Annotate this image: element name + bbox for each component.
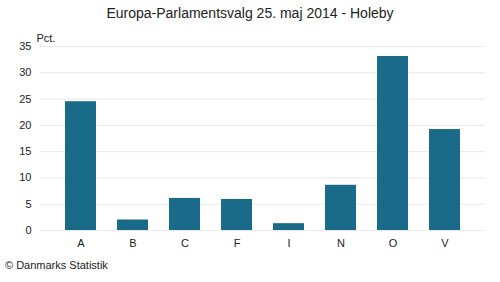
svg-text:20: 20 [19, 119, 31, 131]
svg-text:F: F [234, 237, 241, 249]
svg-text:B: B [129, 237, 136, 249]
svg-text:5: 5 [25, 198, 31, 210]
svg-text:0: 0 [25, 224, 31, 236]
svg-text:C: C [181, 237, 189, 249]
html-text:Europa-Parlamentsvalg 25. maj: Europa-Parlamentsvalg 25. maj 2014 - Hol… [106, 5, 394, 21]
svg-text:Pct.: Pct. [37, 32, 56, 44]
svg-text:25: 25 [19, 93, 31, 105]
svg-text:O: O [389, 237, 398, 249]
html-text:© Danmarks Statistik: © Danmarks Statistik [5, 259, 108, 271]
svg-text:10: 10 [19, 171, 31, 183]
svg-text:N: N [337, 237, 345, 249]
svg-text:I: I [287, 237, 290, 249]
svg-text:30: 30 [19, 66, 31, 78]
svg-text:A: A [77, 237, 85, 249]
svg-text:15: 15 [19, 145, 31, 157]
svg-text:V: V [441, 237, 449, 249]
svg-text:35: 35 [19, 40, 31, 52]
